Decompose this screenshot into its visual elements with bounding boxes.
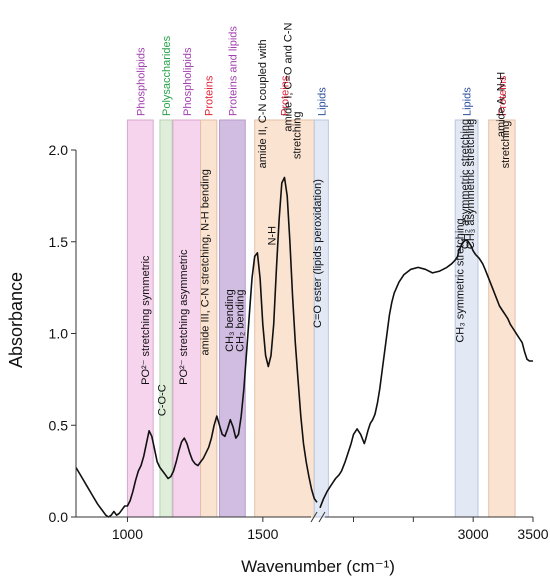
y-tick-label-1: 0.5 bbox=[49, 417, 69, 433]
y-tick-label-0: 0.0 bbox=[49, 509, 69, 525]
annotation-a11: C=O ester (lipids peroxidation) bbox=[312, 179, 324, 328]
band-group-label-1: Phospholipids bbox=[135, 47, 147, 116]
band-region-7 bbox=[313, 119, 329, 518]
band-group-label-7: Lipids bbox=[316, 87, 328, 116]
annotation-a7: amide II, C-N coupled with bbox=[257, 39, 269, 168]
annotation-a1: PO²⁻ stretching symmetric bbox=[140, 255, 152, 385]
x-axis-title: Wavenumber (cm⁻¹) bbox=[241, 557, 395, 576]
axis-break-mark-2 bbox=[318, 511, 326, 523]
axes: 0.0 0.5 1.0 1.5 2.0 1000 1500 3000 3500 bbox=[49, 142, 549, 542]
band-region-5 bbox=[219, 119, 246, 518]
x-tick-label-3500: 3500 bbox=[517, 526, 548, 542]
annotation-a5: CH₃ bending bbox=[224, 289, 236, 352]
annotation-a3: PO²⁻ stretching asymmetric bbox=[178, 249, 190, 385]
band-group-label-6: Proteins bbox=[280, 75, 292, 116]
x-tick-label-1500: 1500 bbox=[247, 526, 278, 542]
band-region-1 bbox=[126, 119, 154, 518]
band-group-label-9: Proteins bbox=[497, 75, 509, 116]
annotation-a12: CH₃ symmetric stretching bbox=[454, 218, 466, 342]
annotation-a4: amide III, C-N stretching, N-H bending bbox=[200, 169, 212, 355]
band-region-9 bbox=[488, 119, 516, 518]
annotation-a8: N-H bbox=[267, 226, 279, 246]
band-region-3 bbox=[172, 119, 202, 518]
band-group-label-5: Proteins and lipids bbox=[227, 26, 239, 116]
band-group-label-4: Proteins bbox=[204, 75, 216, 116]
x-tick-label-1000: 1000 bbox=[112, 526, 143, 542]
spectrum-curve bbox=[75, 176, 533, 518]
band-region-2 bbox=[159, 119, 173, 518]
y-axis-title: Absorbance bbox=[6, 272, 26, 368]
spectrum-line-segment-1 bbox=[75, 176, 318, 518]
peak-annotations: PO²⁻ stretching symmetric C-O-C PO²⁻ stret… bbox=[140, 22, 512, 416]
annotation-a16: stretching bbox=[500, 121, 512, 169]
band-group-labels: Phospholipids Polysaccharides Phospholipid… bbox=[135, 26, 509, 116]
y-tick-label-2: 1.0 bbox=[49, 326, 69, 342]
axis-break-mark-1 bbox=[310, 511, 318, 523]
spectrum-line-segment-2 bbox=[319, 239, 533, 509]
band-group-label-3: Phospholipids bbox=[182, 47, 194, 116]
x-tick-label-3000: 3000 bbox=[458, 526, 489, 542]
annotation-a6: CH₂ bending bbox=[234, 289, 246, 351]
annotation-a9: amide I, C=O and C-N bbox=[282, 22, 294, 131]
annotation-a10: stretching bbox=[292, 111, 304, 159]
band-group-label-2: Polysaccharides bbox=[161, 35, 173, 116]
annotation-a14: CH₃ asymmetric stretching bbox=[465, 119, 477, 249]
y-tick-label-3: 1.5 bbox=[49, 234, 69, 250]
annotation-a13: CH₂ asymmetric stretching bbox=[459, 119, 471, 249]
annotation-a15: amide A, N-H bbox=[495, 72, 507, 137]
band-group-label-8: Lipids bbox=[462, 87, 474, 116]
y-tick-label-4: 2.0 bbox=[49, 142, 69, 158]
annotation-a2: C-O-C bbox=[156, 384, 168, 416]
